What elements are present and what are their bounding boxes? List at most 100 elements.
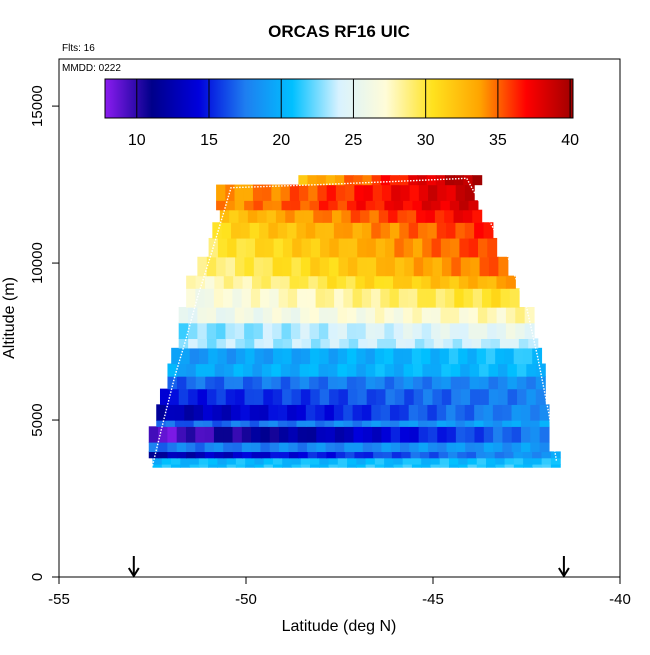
heatmap-cell [337, 307, 348, 324]
heatmap-cell [462, 209, 473, 223]
heatmap-cell [204, 288, 215, 308]
heatmap-cell [272, 457, 283, 465]
heatmap-cell [394, 376, 405, 390]
heatmap-cell [449, 275, 460, 289]
heatmap-cell [216, 338, 227, 349]
heatmap-cell [277, 404, 288, 421]
heatmap-cell [167, 426, 178, 443]
heatmap-cell [240, 222, 251, 239]
heatmap-cell [412, 322, 423, 340]
heatmap-cell [301, 237, 312, 258]
heatmap-cell [347, 347, 357, 365]
x-tick-label: -40 [609, 591, 631, 608]
heatmap-cell [337, 322, 348, 340]
heatmap-cell [444, 209, 455, 223]
heatmap-cell [535, 388, 546, 405]
heatmap-cell [384, 376, 395, 390]
heatmap-cell [202, 420, 213, 427]
heatmap-cell [458, 347, 469, 365]
heatmap-cell [206, 388, 217, 405]
heatmap-cell [297, 288, 307, 308]
heatmap-cell [193, 404, 204, 421]
heatmap-cell [337, 457, 348, 465]
heatmap-cell [152, 457, 163, 465]
heatmap-cell [317, 184, 328, 201]
heatmap-cell [333, 222, 344, 239]
heatmap-cell [487, 322, 498, 340]
heatmap-cell [380, 175, 391, 186]
heatmap-cell [403, 307, 414, 324]
heatmap-cell [472, 288, 483, 308]
heatmap-cell [329, 256, 340, 277]
heatmap-cell [244, 322, 255, 340]
heatmap-cell [213, 288, 224, 308]
heatmap-cell [403, 376, 414, 390]
heatmap-cell [180, 463, 191, 468]
heatmap-cell [152, 463, 163, 468]
heatmap-cell [421, 307, 432, 324]
heatmap-cell [328, 347, 339, 365]
heatmap-cell [487, 307, 498, 324]
heatmap-cell [513, 451, 524, 459]
heatmap-cell [459, 307, 470, 324]
down-arrow-icon [558, 556, 570, 578]
heatmap-cell [216, 200, 227, 211]
heatmap-cell [167, 442, 178, 453]
heatmap-cell [490, 338, 501, 349]
heatmap-cell [389, 420, 400, 427]
heatmap-cell [495, 457, 506, 465]
heatmap-cell [282, 256, 293, 277]
heatmap-cell [231, 404, 241, 421]
heatmap-cell [528, 338, 539, 349]
heatmap-cell [509, 338, 520, 349]
heatmap-cell [270, 451, 281, 459]
heatmap-cell [532, 463, 543, 468]
heatmap-cell [272, 322, 283, 340]
heatmap-cell [338, 388, 349, 405]
heatmap-cell [429, 451, 440, 459]
heatmap-cell [352, 222, 363, 239]
heatmap-cell [195, 376, 206, 390]
heatmap-cell [356, 463, 367, 468]
heatmap-cell [262, 307, 273, 324]
heatmap-cell [223, 275, 234, 289]
heatmap-cell [300, 256, 311, 277]
heatmap-cell [393, 200, 404, 211]
heatmap-cell [421, 200, 432, 211]
heatmap-cell [214, 451, 225, 459]
heatmap-cell [363, 184, 374, 201]
heatmap-cell [356, 322, 367, 340]
heatmap-cell [226, 457, 237, 465]
heatmap-cell [523, 463, 533, 468]
heatmap-cell [515, 307, 526, 324]
heatmap-cell [362, 442, 373, 453]
x-tick-label: -55 [48, 591, 70, 608]
heatmap-cell [483, 442, 494, 453]
heatmap-cell [253, 200, 264, 211]
heatmap-cell [282, 237, 293, 258]
heatmap-cell [243, 184, 254, 201]
heatmap-cell [423, 388, 434, 405]
y-tick-label: 0 [29, 573, 46, 581]
heatmap-cell [156, 404, 167, 421]
heatmap-cell [464, 404, 475, 421]
heatmap-cell [188, 322, 198, 340]
heatmap-cell [455, 184, 466, 201]
heatmap-cell [208, 347, 219, 365]
heatmap-cell [249, 222, 260, 239]
heatmap-cell [178, 388, 189, 405]
heatmap-cell [186, 363, 197, 377]
heatmap-cell [212, 222, 223, 239]
heatmap-cell [235, 256, 246, 277]
heatmap-cell [524, 322, 535, 340]
heatmap-cell [300, 200, 311, 211]
heatmap-cell [495, 463, 506, 468]
heatmap-cell [344, 426, 355, 443]
heatmap-cell [195, 275, 206, 289]
heatmap-cell [189, 457, 200, 465]
heatmap-cell [216, 307, 227, 324]
heatmap-cell [428, 184, 438, 201]
heatmap-cell [421, 463, 432, 468]
heatmap-cell [171, 463, 181, 468]
